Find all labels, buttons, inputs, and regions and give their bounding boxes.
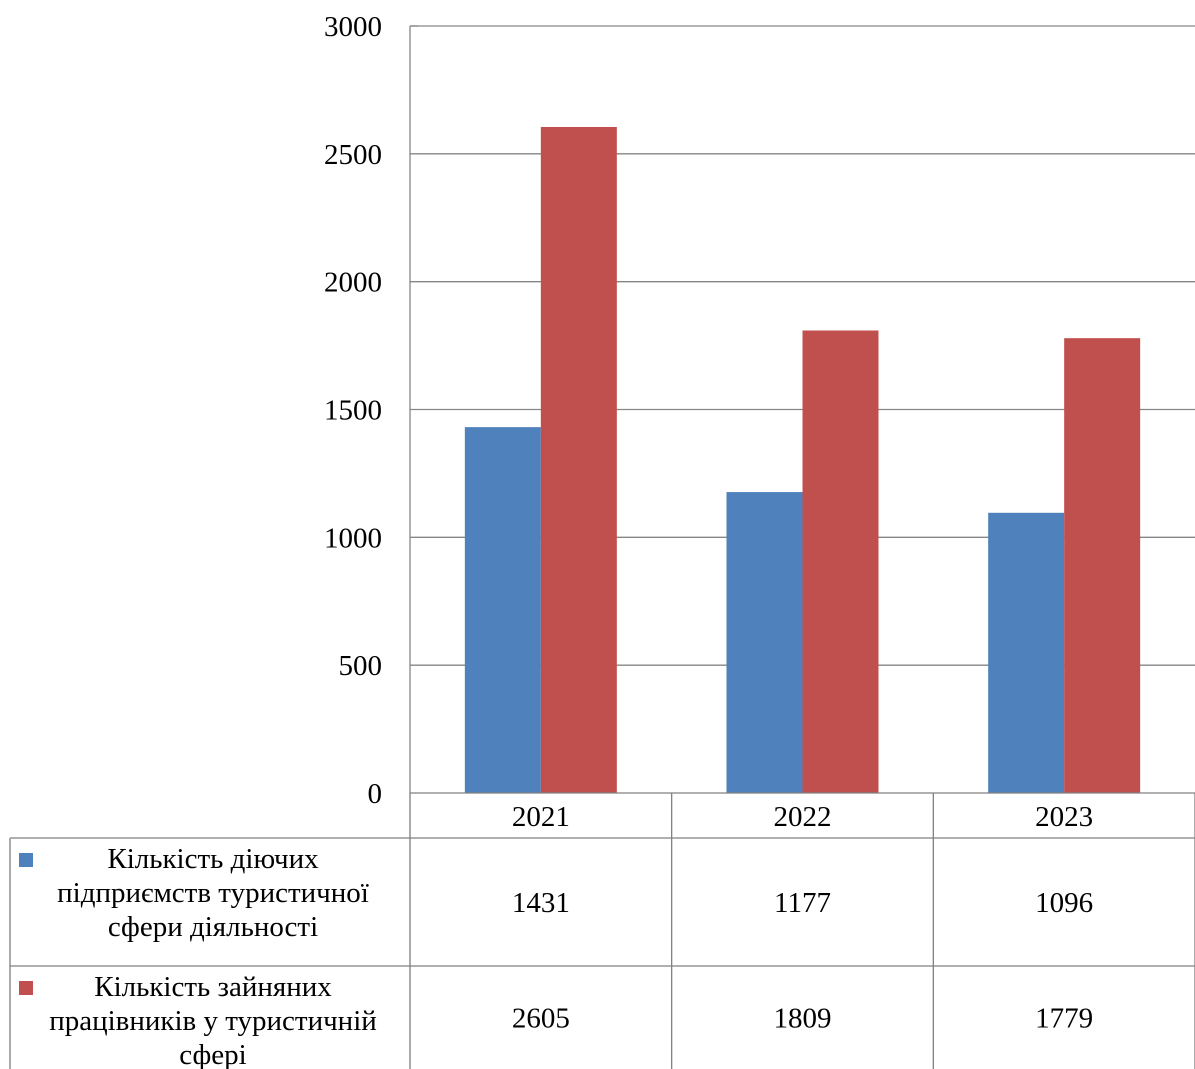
- y-tick-label: 2500: [324, 139, 382, 171]
- y-tick-label: 1000: [324, 522, 382, 554]
- bar-series2-2022: [802, 330, 879, 793]
- x-tick-label: 2022: [774, 801, 832, 833]
- table-cell-value: 1779: [1035, 1003, 1093, 1035]
- table-cell-value: 1096: [1035, 887, 1093, 919]
- bar-series1-2023: [988, 512, 1065, 793]
- y-tick-label: 0: [368, 778, 383, 810]
- y-tick-label: 2000: [324, 267, 382, 299]
- y-tick-labels: 0 500 1000 1500 2000 2500 3000: [324, 11, 382, 810]
- legend-swatch-series1: [19, 853, 33, 867]
- bar-series2-2021: [540, 126, 617, 793]
- x-tick-label: 2021: [512, 801, 570, 833]
- table-cell-value: 1431: [512, 887, 570, 919]
- table-cell-value: 1177: [774, 887, 831, 919]
- y-tick-label: 3000: [324, 11, 382, 43]
- bar-series1-2021: [464, 427, 541, 793]
- legend-label-series1: Кількість діючих підприємств туристичної с…: [57, 843, 369, 943]
- bar-series2-2023: [1064, 338, 1141, 793]
- legend-swatch-series2: [19, 981, 33, 995]
- table-cell-value: 1809: [774, 1003, 832, 1035]
- legend-label-series2: Кількість зайняних працівників у туристич…: [49, 971, 377, 1069]
- y-tick-label: 500: [339, 650, 383, 682]
- x-tick-label: 2023: [1035, 801, 1093, 833]
- table-cell-value: 2605: [512, 1003, 570, 1035]
- data-table: 2021 2022 2023 Кількість діючих підприємств …: [9, 792, 1195, 1069]
- bars: [464, 126, 1141, 793]
- axes: [409, 25, 418, 793]
- y-tick-label: 1500: [324, 395, 382, 427]
- bar-series1-2022: [726, 492, 803, 793]
